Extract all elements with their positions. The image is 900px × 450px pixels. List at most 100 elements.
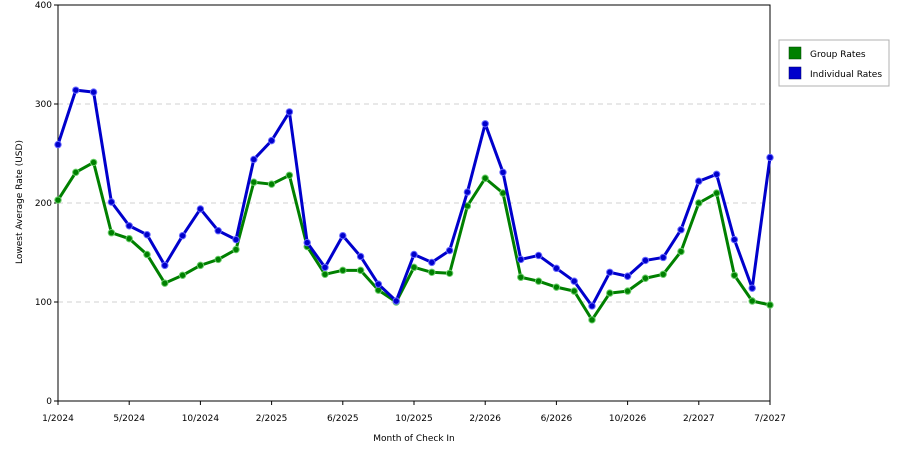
y-tick-label: 0 — [46, 397, 52, 407]
data-point-individual-rates — [410, 250, 418, 259]
data-point-group-rates — [178, 271, 187, 279]
data-point-group-rates — [766, 301, 774, 309]
x-axis-ticks: 1/2024 5/2024 10/2024 2/2025 6/2025 10/2025 2/… — [42, 401, 786, 424]
data-point-group-rates — [677, 247, 685, 256]
data-point-individual-rates — [72, 86, 80, 94]
data-point-group-rates — [481, 174, 489, 182]
data-point-individual-rates — [54, 140, 62, 149]
data-point-group-rates — [748, 297, 756, 305]
data-point-individual-rates — [517, 255, 525, 264]
data-point-group-rates — [517, 273, 525, 281]
data-point-individual-rates — [374, 280, 383, 288]
data-point-group-rates — [606, 289, 614, 297]
data-point-group-rates — [89, 158, 98, 167]
x-tick-label: 10/2026 — [609, 414, 647, 424]
data-point-individual-rates — [356, 252, 365, 261]
data-point-individual-rates — [285, 108, 294, 116]
y-tick-label: 200 — [35, 199, 52, 209]
data-point-group-rates — [321, 270, 329, 278]
data-point-group-rates — [623, 287, 632, 295]
y-axis-title: Lowest Average Rate (USD) — [15, 140, 25, 264]
data-point-individual-rates — [552, 264, 561, 273]
data-point-individual-rates — [588, 302, 596, 310]
data-point-individual-rates — [321, 263, 329, 272]
y-tick-label: 100 — [35, 298, 52, 308]
data-series — [54, 86, 774, 324]
data-point-group-rates — [499, 189, 507, 197]
data-point-group-rates — [552, 283, 561, 291]
data-point-individual-rates — [463, 188, 472, 196]
data-point-individual-rates — [659, 253, 667, 262]
x-tick-label: 2/2026 — [469, 414, 501, 424]
data-point-group-rates — [356, 266, 365, 275]
x-axis-title: Month of Check In — [373, 434, 455, 444]
data-point-individual-rates — [445, 246, 454, 255]
data-point-group-rates — [250, 178, 258, 186]
data-point-individual-rates — [232, 235, 240, 244]
data-point-group-rates — [196, 261, 205, 270]
data-point-group-rates — [232, 245, 240, 254]
data-point-group-rates — [54, 196, 62, 204]
series-group-rates — [54, 158, 774, 324]
data-point-group-rates — [161, 279, 169, 287]
data-point-group-rates — [285, 171, 294, 179]
data-point-group-rates — [445, 269, 454, 277]
data-point-individual-rates — [641, 256, 650, 265]
data-point-group-rates — [107, 229, 116, 237]
data-point-individual-rates — [196, 205, 205, 213]
legend: Group Rates Individual Rates — [778, 39, 890, 87]
data-point-individual-rates — [730, 235, 739, 244]
x-tick-label: 2/2025 — [256, 414, 288, 424]
data-point-group-rates — [534, 277, 543, 285]
data-point-group-rates — [410, 263, 418, 272]
x-tick-label: 10/2024 — [182, 414, 220, 424]
x-tick-label: 5/2024 — [113, 414, 145, 424]
data-point-group-rates — [143, 250, 151, 259]
data-point-individual-rates — [339, 231, 347, 240]
data-point-group-rates — [428, 268, 436, 276]
data-point-individual-rates — [623, 272, 632, 280]
data-point-group-rates — [72, 168, 80, 177]
data-point-group-rates — [695, 199, 703, 207]
data-point-individual-rates — [125, 222, 133, 230]
data-point-individual-rates — [712, 170, 721, 178]
series-individual-rates — [54, 86, 774, 310]
data-point-group-rates — [588, 316, 596, 324]
y-axis-ticks: 0 100 200 300 400 — [35, 1, 58, 407]
data-point-group-rates — [214, 255, 222, 264]
y-tick-label: 400 — [35, 1, 52, 11]
data-point-individual-rates — [428, 258, 436, 267]
data-point-group-rates — [125, 234, 133, 243]
data-point-individual-rates — [392, 297, 400, 305]
data-point-group-rates — [641, 274, 650, 282]
data-point-individual-rates — [748, 284, 756, 292]
data-point-group-rates — [267, 180, 276, 188]
data-point-group-rates — [570, 287, 578, 295]
x-tick-label: 10/2025 — [395, 414, 432, 424]
x-tick-label: 6/2026 — [541, 414, 573, 424]
data-point-individual-rates — [677, 226, 685, 234]
data-point-individual-rates — [499, 168, 507, 177]
data-point-group-rates — [339, 266, 347, 275]
data-point-individual-rates — [481, 120, 489, 128]
data-point-group-rates — [730, 271, 739, 279]
data-point-individual-rates — [766, 153, 774, 162]
data-point-individual-rates — [89, 88, 98, 96]
data-point-individual-rates — [250, 155, 258, 164]
x-tick-label: 6/2025 — [327, 414, 359, 424]
data-point-group-rates — [659, 270, 667, 278]
y-tick-label: 300 — [35, 100, 52, 110]
x-tick-label: 7/2027 — [754, 414, 786, 424]
series-line-group-rates — [56, 160, 771, 322]
data-point-individual-rates — [534, 251, 543, 260]
x-tick-label: 1/2024 — [42, 414, 74, 424]
data-point-individual-rates — [570, 277, 578, 285]
data-point-individual-rates — [143, 230, 151, 239]
legend-label-group-rates: Group Rates — [810, 50, 866, 60]
data-point-individual-rates — [695, 177, 703, 185]
data-point-individual-rates — [214, 227, 222, 235]
x-tick-label: 2/2027 — [683, 414, 715, 424]
legend-label-individual-rates: Individual Rates — [810, 70, 882, 80]
data-point-individual-rates — [267, 136, 276, 145]
